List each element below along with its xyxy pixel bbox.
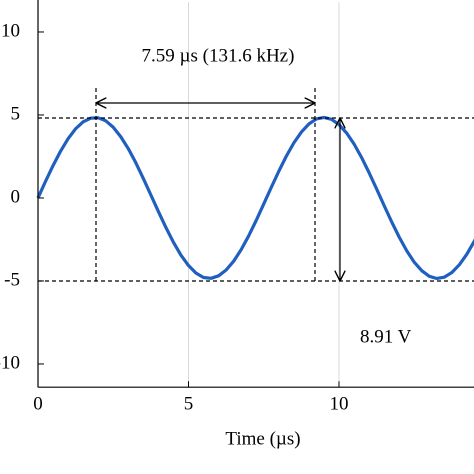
x-tick-label: 10 (330, 394, 349, 415)
x-tick-label: 0 (33, 394, 43, 415)
period-annotation: 7.59 µs (131.6 kHz) (142, 45, 295, 66)
y-tick-label: 0 (11, 186, 21, 207)
y-tick-label: -10 (0, 352, 20, 373)
y-tick-label: 10 (1, 20, 20, 41)
x-axis-label: Time (µs) (225, 428, 300, 449)
x-tick-label: 5 (184, 394, 194, 415)
plot-area (36, 115, 474, 281)
amplitude-annotation: 8.91 V (360, 326, 412, 347)
waveform (36, 115, 474, 281)
y-tick-label: 5 (11, 103, 21, 124)
annotations (38, 88, 474, 282)
y-tick-label: -5 (4, 269, 20, 290)
